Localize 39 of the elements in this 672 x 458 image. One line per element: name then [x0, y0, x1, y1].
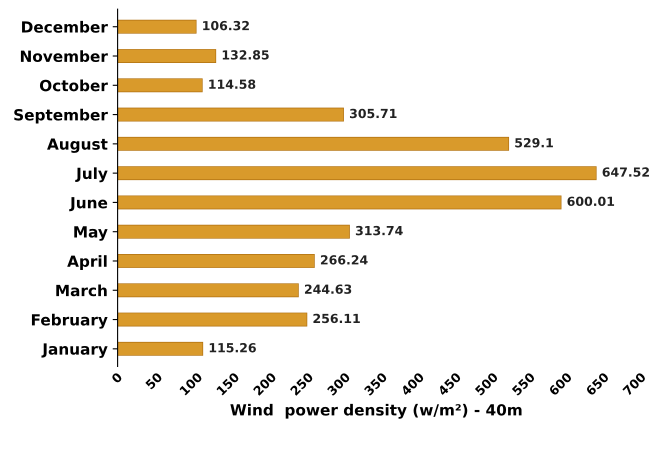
bar: [118, 224, 350, 239]
y-tick-label: October: [40, 79, 108, 92]
bar: [118, 342, 204, 356]
y-tick-label: April: [67, 255, 107, 270]
data-label: 115.26: [210, 343, 256, 352]
bar: [118, 166, 597, 180]
data-label: 244.63: [304, 284, 352, 294]
y-tick-label: March: [56, 284, 107, 296]
y-tick-label: January: [41, 343, 108, 358]
data-label: 266.24: [320, 255, 368, 265]
y-tick-label: February: [32, 314, 108, 329]
y-tick-label: June: [69, 197, 108, 212]
y-tick-label: August: [47, 138, 108, 153]
bar: [118, 254, 315, 268]
data-label: 256.11: [313, 314, 360, 324]
y-tick-label: May: [74, 226, 108, 241]
data-label: 529.1: [515, 138, 553, 148]
data-label: 600.01: [567, 196, 614, 206]
data-label: 106.32: [203, 20, 249, 30]
x-axis-title: Wind power density (w/m²) - 40m: [230, 404, 522, 419]
bar: [118, 108, 344, 122]
bar: [118, 136, 510, 151]
y-tick-label: December: [22, 20, 108, 33]
y-tick-label: September: [14, 108, 108, 124]
y-tick-label: July: [75, 167, 108, 182]
bar: [118, 78, 203, 92]
bar: [118, 195, 562, 210]
y-tick-label: November: [20, 50, 108, 62]
bar: [118, 283, 299, 298]
bar: [118, 20, 197, 34]
data-label: 313.74: [356, 226, 403, 236]
x-tick-label: 0: [110, 372, 123, 384]
data-label: 114.58: [209, 79, 256, 89]
bar: [118, 49, 216, 63]
data-label: 305.71: [350, 108, 397, 118]
x-tick-label: 50: [144, 372, 163, 390]
bar: [118, 312, 308, 326]
data-label: 647.52: [602, 167, 649, 177]
data-label: 132.85: [222, 50, 269, 60]
